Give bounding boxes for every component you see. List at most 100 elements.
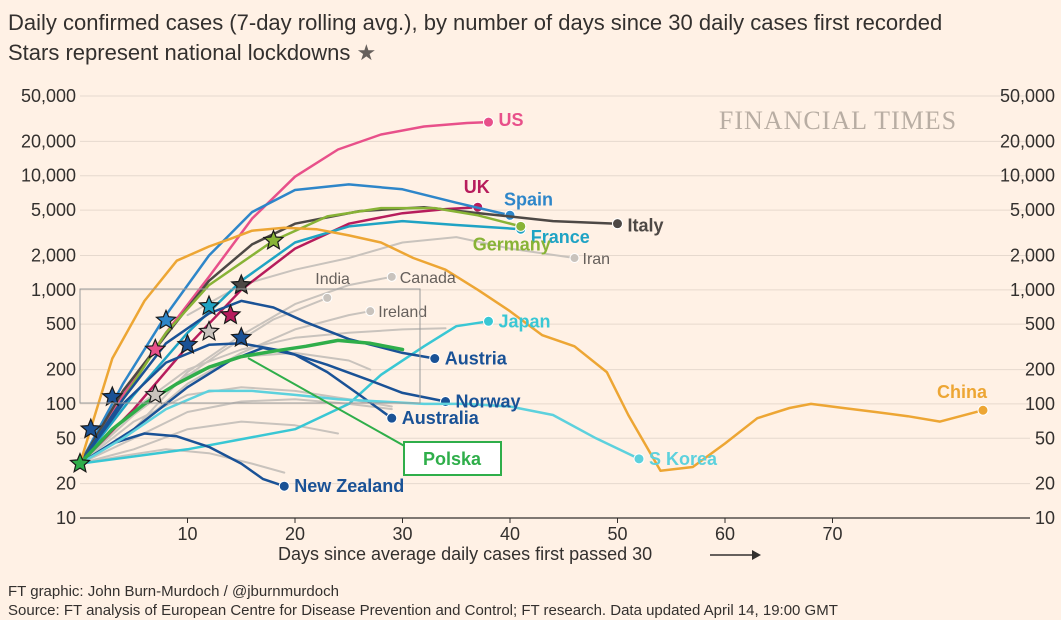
y-tick-label-left: 500 [46, 314, 76, 334]
y-tick-label-right: 50 [1035, 428, 1055, 448]
lockdown-star-new-zealand [79, 417, 102, 439]
series-line-france [78, 219, 523, 465]
x-tick-label: 70 [822, 524, 842, 544]
series-label-india: India [315, 271, 350, 288]
lockdown-star-us [144, 337, 167, 359]
footer-credit: FT graphic: John Burn-Murdoch / @jburnmu… [8, 583, 339, 600]
y-tick-label-left: 1,000 [31, 280, 76, 300]
lockdown-star-austria [176, 333, 199, 355]
series-layer [78, 116, 989, 492]
lockdown-star-ireland [198, 320, 220, 341]
x-tick-label: 20 [285, 524, 305, 544]
x-axis: 10 20 30 40 50 60 70 [177, 518, 843, 544]
ft-watermark: FINANCIAL TIMES [719, 106, 957, 135]
series-end-point [386, 271, 397, 282]
series-end-point [483, 315, 494, 327]
x-axis-label-group: Days since average daily cases first pas… [278, 544, 761, 564]
y-tick-label-right: 10 [1035, 508, 1055, 528]
lockdown-star-france [198, 294, 220, 316]
y-tick-label-left: 2,000 [31, 245, 76, 265]
subtitle-text: Stars represent national lockdowns [8, 40, 351, 65]
series-label-ireland: Ireland [378, 304, 427, 321]
chart-title: Daily confirmed cases (7-day rolling avg… [8, 10, 943, 35]
footer-source: Source: FT analysis of European Centre f… [8, 602, 838, 619]
series-line-spain [78, 183, 512, 465]
lockdown-star-australia [101, 385, 124, 407]
series-label-china: China [937, 382, 988, 402]
series-label-s-korea: S Korea [649, 449, 718, 469]
series-label-austria: Austria [445, 349, 508, 369]
series-line-ireland [132, 310, 372, 431]
lockdown-star-polska [69, 452, 91, 473]
y-tick-label-right: 50,000 [1000, 86, 1055, 106]
series-end-point [483, 116, 494, 128]
y-tick-label-left: 10 [56, 508, 76, 528]
y-tick-label-right: 10,000 [1000, 166, 1055, 186]
y-tick-label-right: 20,000 [1000, 131, 1055, 151]
y-tick-label-right: 100 [1025, 394, 1055, 414]
y-tick-label-left: 50,000 [21, 86, 76, 106]
lockdown-star-italy [230, 273, 253, 295]
series-end-point [515, 220, 527, 232]
lockdown-star-spain [155, 308, 177, 330]
lockdown-star-uk [219, 303, 242, 325]
series-label-new-zealand: New Zealand [294, 476, 404, 496]
y-tick-label-left: 5,000 [31, 200, 76, 220]
y-tick-label-right: 5,000 [1010, 200, 1055, 220]
polska-annotation: Polska [79, 288, 502, 476]
lockdown-star-canada [144, 383, 167, 405]
y-tick-label-right: 500 [1025, 314, 1055, 334]
x-tick-label: 30 [392, 524, 412, 544]
y-tick-label-left: 20 [56, 474, 76, 494]
series-line-other [79, 448, 286, 474]
x-tick-label: 50 [607, 524, 627, 544]
y-axis-right: 10 20 50 100 200 500 1,000 2,000 5,000 10,000 20,0… [1000, 86, 1055, 528]
x-tick-label: 60 [715, 524, 735, 544]
annotation-frame [79, 288, 421, 404]
series-label-japan: Japan [499, 311, 551, 331]
series-line-polska [78, 338, 405, 466]
y-axis-left: 10 20 50 100 200 500 1,000 2,000 5,000 10,000 20,0… [21, 86, 76, 528]
series-line-other [79, 398, 393, 465]
x-axis-arrow-head [752, 550, 761, 560]
series-label-spain: Spain [504, 189, 553, 209]
star-icon: ★ [356, 40, 377, 65]
chart-subtitle: Stars represent national lockdowns ★ [8, 38, 376, 68]
series-label-canada: Canada [400, 270, 456, 287]
y-tick-label-left: 100 [46, 394, 76, 414]
series-end-point [633, 453, 645, 465]
y-tick-label-left: 10,000 [21, 166, 76, 186]
series-end-point [365, 306, 376, 317]
series-label-uk: UK [464, 177, 490, 197]
series-line-uk [78, 205, 480, 465]
series-end-point [278, 480, 290, 492]
series-label-iran: Iran [583, 251, 611, 268]
series-label-australia: Australia [402, 408, 480, 428]
series-labels: US UK Spain France Italy Germany Iran Canada Ind… [294, 110, 988, 496]
lockdown-star-norway [230, 326, 253, 348]
x-axis-label: Days since average daily cases first pas… [278, 544, 652, 564]
series-end-point [386, 412, 398, 424]
series-label-germany: Germany [473, 234, 551, 254]
series-line-australia [78, 346, 394, 465]
lockdown-stars [69, 229, 285, 473]
annotation-pointer [247, 357, 409, 449]
series-label-us: US [499, 110, 524, 130]
series-label-italy: Italy [628, 216, 664, 236]
series-line-s-korea [78, 389, 641, 465]
y-tick-label-left: 20,000 [21, 131, 76, 151]
y-tick-label-left: 50 [56, 428, 76, 448]
series-label-france: France [531, 227, 590, 247]
x-tick-label: 40 [500, 524, 520, 544]
annotation-text: Polska [423, 449, 482, 469]
y-tick-label-right: 20 [1035, 474, 1055, 494]
series-end-point [612, 218, 623, 230]
y-tick-label-right: 200 [1025, 360, 1055, 380]
annotation-box [403, 441, 502, 476]
series-line-china [78, 226, 985, 472]
y-tick-label-left: 200 [46, 360, 76, 380]
series-end-point [569, 253, 580, 264]
series-end-point [322, 292, 333, 303]
series-label-norway: Norway [456, 391, 521, 411]
